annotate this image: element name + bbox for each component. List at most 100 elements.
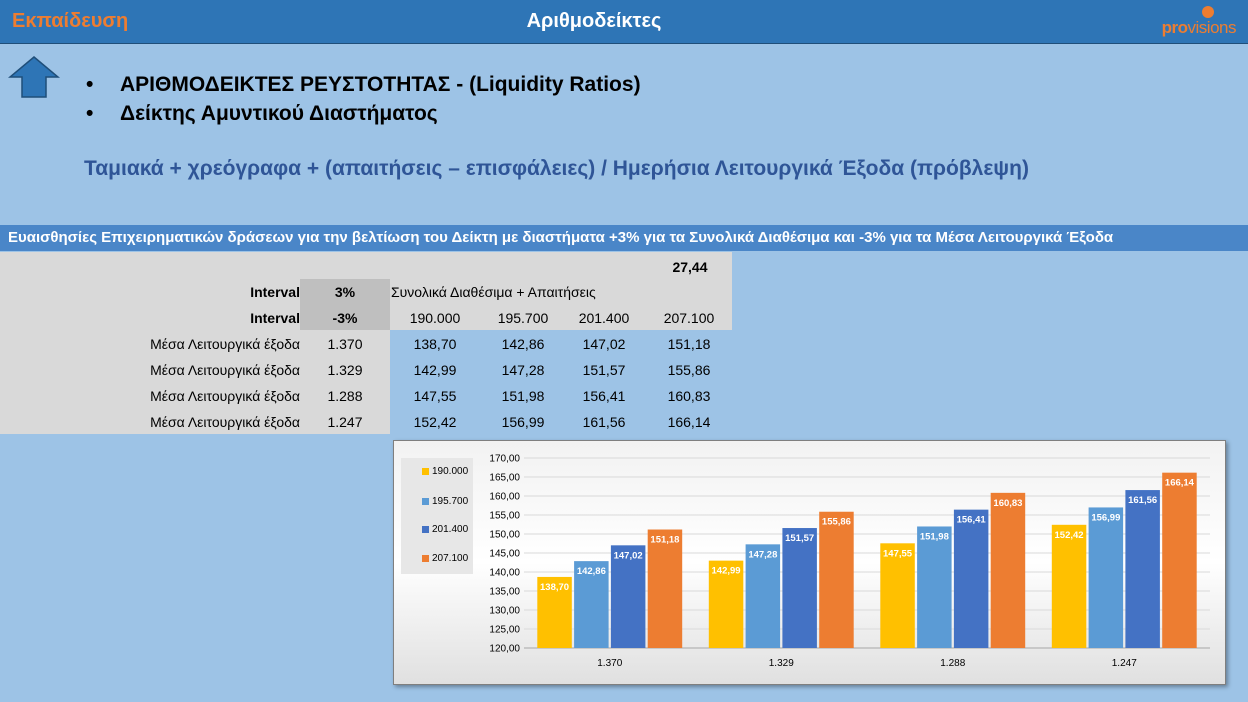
row-label: Μέσα Λειτουργικά έξοδα: [150, 388, 300, 404]
table-cell: 147,28: [501, 362, 545, 378]
up-arrow-icon[interactable]: [8, 55, 60, 99]
bar: [819, 511, 854, 648]
x-tick-label: 1.370: [597, 658, 622, 669]
row-label: Μέσα Λειτουργικά έξοδα: [150, 414, 300, 430]
bullet-list: ΑΡΙΘΜΟΔΕΙΚΤΕΣ ΡΕΥΣΤΟΤΗΤΑΣ - (Liquidity R…: [86, 70, 641, 128]
row-label: Μέσα Λειτουργικά έξοδα: [150, 336, 300, 352]
x-tick-label: 1.329: [769, 658, 794, 669]
legend-item: 195.700: [422, 496, 468, 507]
row-expense: 1.370: [327, 336, 363, 352]
table-cell: 160,83: [667, 388, 711, 404]
row-expense: 1.288: [327, 388, 363, 404]
y-tick-label: 145,00: [489, 549, 520, 560]
top-bar: Εκπαίδευση Αριθμοδείκτες provisions: [0, 0, 1248, 44]
bar: [1162, 472, 1197, 648]
bar-data-label: 147,02: [614, 550, 643, 561]
bar: [1051, 524, 1087, 648]
bar-data-label: 151,98: [920, 531, 949, 542]
bar: [708, 560, 744, 648]
x-tick-label: 1.288: [940, 658, 965, 669]
y-tick-label: 155,00: [489, 511, 520, 522]
x-tick-label: 1.247: [1112, 658, 1137, 669]
y-tick-label: 165,00: [489, 473, 520, 484]
logo-text-pro: pro: [1161, 18, 1188, 37]
y-tick-label: 120,00: [489, 644, 520, 655]
bar-data-label: 151,18: [650, 535, 679, 546]
bar-data-label: 147,28: [748, 549, 777, 560]
bar: [990, 492, 1026, 648]
bar: [537, 576, 572, 648]
table-cell: 151,57: [582, 362, 626, 378]
table-cell: 166,14: [667, 414, 711, 430]
bar-data-label: 142,99: [712, 566, 741, 577]
interval-up-value: 3%: [334, 284, 356, 300]
section-label: Εκπαίδευση: [12, 10, 129, 32]
bar: [1125, 490, 1160, 648]
y-tick-label: 125,00: [489, 625, 520, 636]
bar-data-label: 142,86: [577, 566, 606, 577]
sensitivity-title-bar: Ευαισθησίες Επιχειρηματικών δράσεων για …: [0, 225, 1248, 251]
table-cell: 152,42: [413, 414, 457, 430]
legend-swatch: [422, 526, 429, 533]
interval-cells-bg: [300, 279, 390, 330]
sensitivity-table-rows-bg: [0, 330, 390, 434]
table-cell: 151,18: [667, 336, 711, 352]
page-title: Αριθμοδείκτες: [526, 10, 662, 32]
bar-data-label: 156,41: [957, 515, 987, 526]
bar-data-label: 152,42: [1055, 530, 1084, 541]
legend-item: 201.400: [422, 524, 468, 535]
table-cell: 161,56: [582, 414, 626, 430]
bar: [647, 529, 683, 648]
table-cell: 156,99: [501, 414, 545, 430]
table-cell: 147,55: [413, 388, 457, 404]
legend-item: 190.000: [422, 466, 468, 477]
y-tick-label: 135,00: [489, 587, 520, 598]
bar-data-label: 156,99: [1091, 512, 1120, 523]
column-header: 195.700: [497, 310, 549, 326]
logo-mark-icon: [1202, 6, 1214, 18]
bar: [1088, 507, 1124, 648]
interval-down-value: -3%: [332, 310, 358, 326]
table-cell: 155,86: [667, 362, 711, 378]
table-cell: 142,86: [501, 336, 545, 352]
table-cell: 156,41: [582, 388, 626, 404]
interval-down-label: Interval: [250, 310, 300, 326]
legend-swatch: [422, 498, 429, 505]
row-expense: 1.329: [327, 362, 363, 378]
bar-data-label: 155,86: [822, 517, 851, 528]
bar-data-label: 166,14: [1165, 478, 1195, 489]
bullet-liquidity-ratios: ΑΡΙΘΜΟΔΕΙΚΤΕΣ ΡΕΥΣΤΟΤΗΤΑΣ - (Liquidity R…: [86, 70, 641, 99]
y-tick-label: 170,00: [489, 454, 520, 465]
column-header: 201.400: [578, 310, 630, 326]
formula-text: Ταμιακά + χρεόγραφα + (απαιτήσεις – επισ…: [84, 157, 1029, 180]
column-header: 207.100: [663, 310, 715, 326]
bar-data-label: 160,83: [993, 498, 1022, 509]
bar: [745, 544, 781, 648]
legend-swatch: [422, 468, 429, 475]
base-value-cell: 27,44: [672, 259, 708, 275]
row-expense: 1.247: [327, 414, 363, 430]
chart-legend: [401, 458, 473, 574]
bar-chart: 120,00 125,00 130,00 135,00 140,00 145,00 150,…: [489, 454, 1210, 669]
bar-data-label: 151,57: [785, 533, 814, 544]
bar-data-label: 138,70: [540, 582, 569, 593]
row-label: Μέσα Λειτουργικά έξοδα: [150, 362, 300, 378]
legend-swatch: [422, 555, 429, 562]
column-header: 190.000: [409, 310, 461, 326]
y-tick-label: 150,00: [489, 530, 520, 541]
y-tick-label: 160,00: [489, 492, 520, 503]
bar: [953, 509, 989, 648]
table-cell: 147,02: [582, 336, 626, 352]
bullet-defensive-interval: Δείκτης Αμυντικού Διαστήματος: [86, 99, 641, 128]
table-cell: 151,98: [501, 388, 545, 404]
y-tick-label: 140,00: [489, 568, 520, 579]
bar: [917, 526, 952, 648]
logo-text-visions: visions: [1187, 18, 1237, 37]
columns-title: Συνολικά Διαθέσιμα + Απαιτήσεις: [391, 284, 596, 300]
table-cell: 138,70: [413, 336, 457, 352]
table-cell: 142,99: [413, 362, 457, 378]
bar: [574, 561, 609, 648]
bar-data-label: 161,56: [1128, 495, 1157, 506]
bar: [610, 545, 646, 648]
bar-data-label: 147,55: [883, 548, 913, 559]
